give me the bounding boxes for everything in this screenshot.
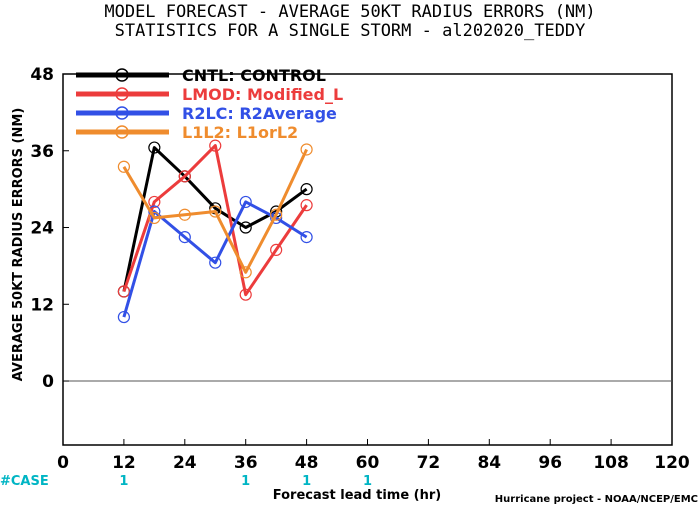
legend-marker (115, 125, 129, 139)
data-point (300, 199, 313, 212)
data-point (117, 310, 131, 324)
data-point (209, 139, 222, 152)
data-point (178, 231, 191, 244)
legend-marker (115, 106, 129, 120)
legend-label: LMOD: Modified_L (182, 85, 343, 104)
x-axis-label: Forecast lead time (hr) (273, 488, 441, 503)
legend-item-r2lc: R2LC: R2Average (76, 104, 337, 123)
legend-label: L1L2: L1orL2 (182, 123, 298, 142)
x-tick-label: 120 (654, 453, 690, 473)
x-tick-label: 96 (538, 453, 562, 473)
y-tick-label: 24 (30, 219, 54, 239)
data-point (148, 211, 161, 225)
case-count-title: #CASE (0, 474, 49, 489)
x-tick-label: 36 (234, 453, 258, 473)
y-axis-label: AVERAGE 50KT RADIUS ERRORS (NM) (11, 108, 26, 382)
x-tick-label: 12 (112, 453, 136, 473)
series-l1l2 (117, 143, 313, 279)
data-point (209, 256, 222, 269)
legend-label: R2LC: R2Average (182, 104, 337, 123)
case-count: 1 (302, 474, 311, 489)
x-tick-label: 24 (173, 453, 197, 473)
x-tick-label: 60 (356, 453, 380, 473)
data-point (117, 160, 131, 173)
legend-marker (115, 68, 129, 82)
case-count: 1 (119, 474, 128, 489)
series-lmod (117, 139, 313, 301)
legend-label: CNTL: CONTROL (182, 66, 326, 85)
data-point (270, 208, 283, 221)
data-point (117, 285, 131, 298)
y-tick-label: 0 (42, 372, 54, 392)
y-tick-label: 48 (30, 65, 54, 85)
series-line (122, 148, 308, 274)
case-counts: #CASE 1 1 1 1 (0, 474, 372, 489)
chart-title-group: MODEL FORECAST - AVERAGE 50KT RADIUS ERR… (104, 2, 595, 41)
data-point (178, 170, 191, 183)
x-tick-label: 108 (593, 453, 629, 473)
x-tick-label: 84 (477, 453, 501, 473)
data-point (270, 243, 283, 257)
series-line (122, 144, 308, 297)
y-tick-label: 12 (30, 295, 54, 315)
axis-ticks: 0 12 24 36 48 60 72 84 96 108 120 0 12 24 36 48 (30, 65, 690, 473)
x-tick-label: 0 (57, 453, 69, 473)
credit-text: Hurricane project - NOAA/NCEP/EMC (495, 494, 698, 505)
data-point (148, 195, 161, 209)
legend-item-l1l2: L1L2: L1orL2 (76, 123, 298, 142)
y-tick-label: 36 (30, 142, 54, 162)
x-tick-label: 72 (417, 453, 441, 473)
case-count: 1 (241, 474, 250, 489)
data-point (239, 221, 252, 234)
data-point (148, 141, 161, 154)
data-point (300, 231, 313, 244)
chart-title-line: MODEL FORECAST - AVERAGE 50KT RADIUS ERR… (104, 2, 595, 22)
data-point (239, 288, 252, 301)
data-point (239, 195, 252, 209)
chart-title-line: STATISTICS FOR A SINGLE STORM - al202020… (115, 21, 586, 41)
x-tick-label: 48 (295, 453, 319, 473)
legend-item-cntl: CNTL: CONTROL (76, 66, 326, 85)
data-point (209, 205, 222, 218)
legend-marker (115, 87, 129, 101)
series-layer (117, 139, 313, 324)
legend-item-lmod: LMOD: Modified_L (76, 85, 343, 104)
series-r2lc (117, 195, 313, 324)
data-point (300, 143, 313, 156)
case-count: 1 (363, 474, 372, 489)
data-point (178, 208, 191, 221)
data-point (300, 183, 313, 196)
axis-labels: Forecast lead time (hr) AVERAGE 50KT RADI… (11, 108, 698, 505)
data-point (239, 266, 252, 279)
